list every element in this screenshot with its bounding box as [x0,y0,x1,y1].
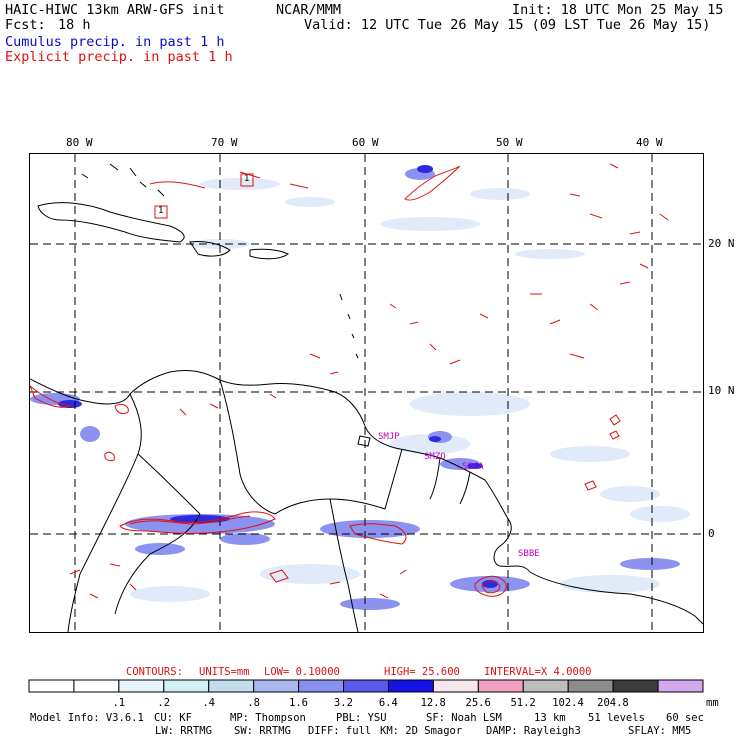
lon-label-70w: 70 W [211,136,238,149]
colorbar-tick-label: 3.2 [333,697,353,709]
colorbar-swatch [432,679,479,693]
colorbar-swatch [298,679,345,693]
timestep: 60 sec [666,712,704,724]
model-info: Model Info: V3.6.1 [30,712,144,724]
colorbar [28,679,704,693]
colorbar-swatch [657,679,704,693]
sw-scheme: SW: RRTMG [234,725,291,737]
contours-units: UNITS=mm [199,666,250,678]
colorbar-swatch [208,679,255,693]
coastlines [30,163,703,632]
lat-label-0: 0 [708,527,715,540]
colorbar-tick-label: 1.6 [289,697,308,709]
colorbar-tick-label: 25.6 [465,697,491,709]
colorbar-swatch [477,679,524,693]
contours-title: CONTOURS: [126,666,183,678]
lw-scheme: LW: RRTMG [155,725,212,737]
lon-label-60w: 60 W [352,136,379,149]
colorbar-swatch [612,679,659,693]
station-box-b [240,173,254,187]
lon-label-40w: 40 W [636,136,663,149]
init-time: Init: 18 UTC Mon 25 May 15 [512,2,724,18]
colorbar-tick-label: .8 [247,697,260,709]
model-title: HAIC-HIWC 13km ARW-GFS init [5,2,225,18]
colorbar-tick-label: 51.2 [510,697,536,709]
lat-label-10n: 10 N [708,384,735,397]
colorbar-swatch [253,679,300,693]
colorbar-tick-label: 204.8 [597,697,629,709]
colorbar-swatch [28,679,75,693]
colorbar-unit: mm [706,697,719,709]
sflay-scheme: SFLAY: MM5 [628,725,692,737]
colorbar-tick-label: 102.4 [552,697,584,709]
explicit-legend: Explicit precip. in past 1 h [5,49,233,65]
damp-scheme: DAMP: Rayleigh3 [486,725,581,737]
station-soca: SOCA [462,462,484,472]
colorbar-swatch [163,679,210,693]
colorbar-tick-label: .4 [202,697,215,709]
forecast-hours: 18 h [58,17,91,33]
lon-label-80w: 80 W [66,136,93,149]
colorbar-swatch [387,679,434,693]
forecast-label: Fcst: [5,17,46,33]
contours-high: HIGH= 25.600 [384,666,460,678]
colorbar-swatch [343,679,389,693]
station-one-b: 1 [244,174,250,184]
cu-scheme: CU: KF [154,712,192,724]
map-panel [29,153,704,633]
colorbar-swatch [567,679,614,693]
pbl-scheme: PBL: YSU [336,712,387,724]
org-label: NCAR/MMM [276,2,342,18]
valid-time: Valid: 12 UTC Tue 26 May 15 (09 LST Tue … [304,17,711,33]
colorbar-swatch [522,679,569,693]
station-smzo: SMZO [424,452,446,462]
km-scheme: KM: 2D Smagor [380,725,463,737]
colorbar-swatch [73,679,120,693]
precip-map [30,154,703,632]
contours-interval: INTERVAL=X 4.0000 [484,666,592,678]
station-smjp: SMJP [378,432,400,442]
lat-label-20n: 20 N [708,237,735,250]
cumulus-legend: Cumulus precip. in past 1 h [5,34,225,50]
station-one-a: 1 [158,206,164,216]
station-box-a [154,205,168,219]
explicit-precip-contours [30,163,669,599]
cumulus-shading [130,178,690,602]
colorbar-tick-label: 6.4 [378,697,398,709]
resolution: 13 km [534,712,566,724]
mp-scheme: MP: Thompson [230,712,306,724]
colorbar-tick-label: .2 [157,697,171,709]
contours-low: LOW= 0.10000 [264,666,340,678]
colorbar-tick-label: .1 [112,697,126,709]
lat-lon-grid [30,154,703,632]
levels: 51 levels [588,712,645,724]
cumulus-intense [58,165,498,588]
sf-scheme: SF: Noah LSM [426,712,502,724]
diff-scheme: DIFF: full [308,725,372,737]
station-sbbe: SBBE [518,549,540,559]
lon-label-50w: 50 W [496,136,523,149]
cumulus-heavy [30,168,680,610]
colorbar-swatch [118,679,165,693]
colorbar-tick-label: 12.8 [420,697,446,709]
